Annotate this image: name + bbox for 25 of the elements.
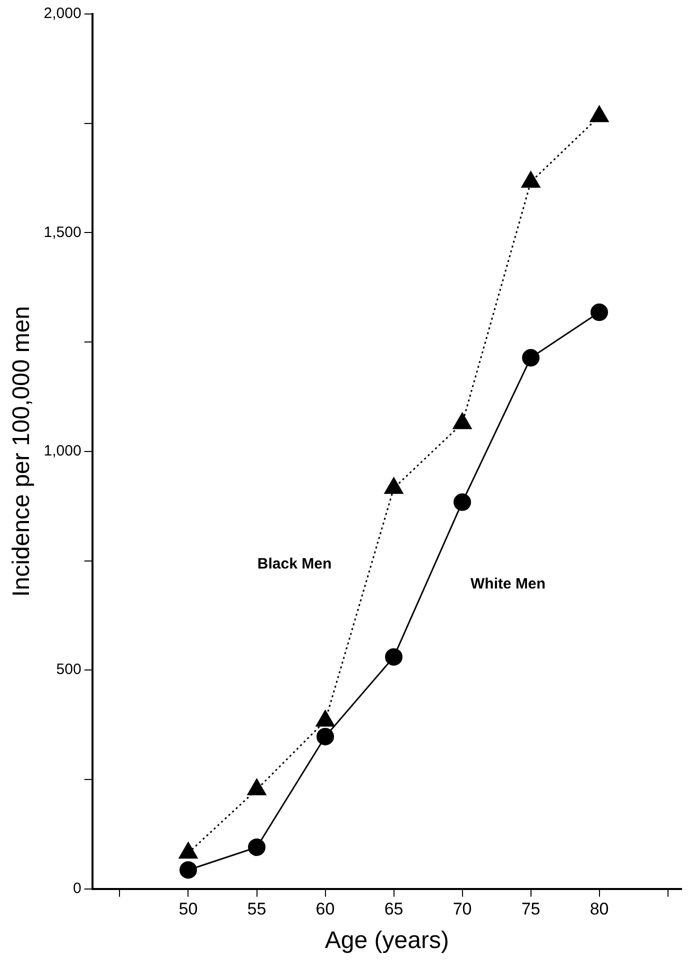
point	[316, 728, 334, 746]
text: Black Men	[257, 556, 332, 573]
point	[385, 648, 403, 666]
y-tick-label: 1,500	[44, 224, 82, 241]
x-tick-label: 70	[452, 900, 472, 919]
point	[384, 477, 404, 494]
x-tick-label: 50	[178, 900, 198, 919]
point	[452, 412, 472, 430]
x-tick-label: 80	[590, 900, 609, 919]
x-tick-label: 55	[247, 900, 266, 919]
x-tick-label: 60	[316, 900, 335, 919]
y-tick-label: 0	[72, 880, 82, 897]
x-tick-label: 65	[384, 900, 404, 919]
text: White Men	[470, 576, 546, 593]
y-tick-label: 1,000	[44, 442, 82, 460]
point	[248, 838, 266, 856]
point	[179, 861, 197, 879]
y-tick-label: 500	[56, 661, 82, 678]
point	[590, 106, 609, 122]
point	[454, 493, 472, 511]
y-axis-title: Incidence per 100,000 men	[8, 306, 36, 597]
y-tick-label: 2,000	[44, 5, 82, 22]
x-axis-title: Age (years)	[324, 927, 449, 954]
point	[521, 171, 540, 188]
x-tick-label: 75	[521, 900, 540, 919]
